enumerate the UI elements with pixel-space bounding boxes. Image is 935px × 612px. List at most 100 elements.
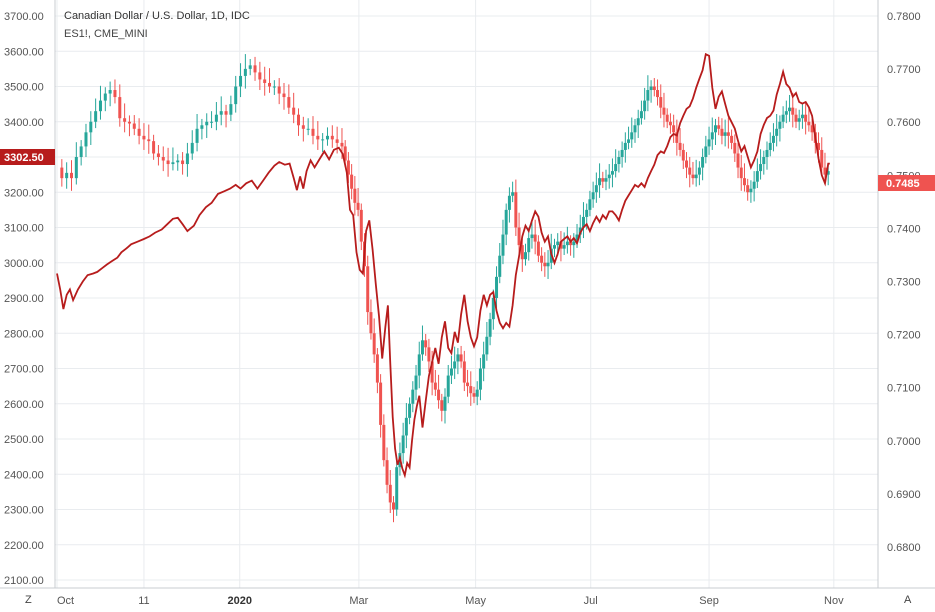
candle-body <box>807 121 811 126</box>
candle-body <box>533 234 537 242</box>
left-tick-label: 2300.00 <box>4 505 44 517</box>
candle-body <box>103 93 107 101</box>
left-price-badge-label: 3302.50 <box>4 152 44 164</box>
candle-body <box>823 167 827 175</box>
left-tick-label: 2900.00 <box>4 293 44 305</box>
candle-body <box>287 97 291 108</box>
candle-body <box>588 199 592 210</box>
auto-scale-label[interactable]: A <box>904 594 912 606</box>
auto-scale-toggle-bg[interactable] <box>897 590 919 608</box>
candle-body <box>366 266 370 313</box>
candle-body <box>132 123 136 129</box>
candle-body <box>733 142 737 154</box>
candle-body <box>565 241 569 246</box>
candle-body <box>478 368 482 390</box>
candle-body <box>507 195 511 210</box>
candle-body <box>581 216 585 228</box>
candle-body <box>459 354 463 362</box>
candle-body <box>353 188 357 203</box>
candle-body <box>161 157 165 161</box>
left-tick-label: 2800.00 <box>4 328 44 340</box>
candle-body <box>556 241 560 246</box>
candle-body <box>113 90 117 98</box>
time-tick-label: Nov <box>824 595 844 607</box>
candle-body <box>672 125 676 133</box>
candle-body <box>372 333 376 355</box>
candle-body <box>391 502 395 510</box>
candle-body <box>485 336 489 355</box>
candle-body <box>335 139 339 143</box>
candle-body <box>79 146 83 157</box>
candle-body <box>765 149 769 157</box>
candlestick-series <box>60 54 830 523</box>
candle-body <box>746 185 750 193</box>
candle-body <box>340 142 344 147</box>
left-tick-label: 3100.00 <box>4 223 44 235</box>
chart-subtitle[interactable]: ES1!, CME_MINI <box>64 28 148 40</box>
candle-body <box>282 93 286 98</box>
candle-body <box>517 227 521 246</box>
time-tick-label: Sep <box>699 595 719 607</box>
left-axis-ticks[interactable]: 3700.003600.003500.003400.003300.003200.… <box>4 11 44 587</box>
candle-body <box>414 375 418 390</box>
chart-title[interactable]: Canadian Dollar / U.S. Dollar, 1D, IDC <box>64 10 250 22</box>
candle-body <box>388 484 392 503</box>
candle-body <box>681 149 685 161</box>
candle-body <box>804 114 808 122</box>
candle-body <box>466 382 470 387</box>
candle-body <box>707 139 711 147</box>
candle-body <box>74 157 78 179</box>
time-axis-ticks[interactable]: Oct 11 2020 Mar May Jul Sep Nov <box>57 595 844 607</box>
candle-body <box>585 209 589 217</box>
candle-body <box>424 340 428 348</box>
candle-body <box>620 149 624 157</box>
candle-body <box>306 128 310 130</box>
candle-body <box>771 135 775 143</box>
candle-body <box>200 125 204 129</box>
candle-body <box>678 142 682 150</box>
right-tick-label: 0.6800 <box>887 542 921 554</box>
candle-body <box>495 276 499 298</box>
candle-body <box>420 340 424 355</box>
candle-body <box>330 135 334 140</box>
candle-body <box>762 157 766 165</box>
candle-body <box>610 171 614 175</box>
candle-body <box>652 86 656 91</box>
candle-body <box>469 386 473 394</box>
candle-body <box>224 111 228 115</box>
log-scale-toggle-bg[interactable] <box>18 590 40 608</box>
candle-body <box>205 121 209 126</box>
candle-body <box>359 209 363 242</box>
candle-body <box>453 361 457 369</box>
right-tick-label: 0.7300 <box>887 277 921 289</box>
auto-scale-toggle[interactable]: A <box>897 590 919 608</box>
candle-body <box>346 160 350 175</box>
candle-body <box>788 107 792 112</box>
zoom-button-label[interactable]: Z <box>25 594 32 606</box>
log-scale-toggle[interactable]: Z <box>18 590 40 608</box>
candle-body <box>536 241 540 256</box>
candle-body <box>562 245 566 249</box>
time-tick-label: May <box>465 595 486 607</box>
left-tick-label: 3600.00 <box>4 46 44 58</box>
candle-body <box>575 234 579 242</box>
candle-body <box>791 107 795 115</box>
candle-body <box>601 178 605 182</box>
left-price-badge-bg <box>0 149 55 165</box>
candle-body <box>775 128 779 136</box>
candle-body <box>730 135 734 143</box>
candle-body <box>325 135 329 140</box>
candle-body <box>810 125 814 133</box>
candle-body <box>552 245 556 249</box>
candle-body <box>443 396 447 411</box>
candle-body <box>643 100 647 112</box>
candle-body <box>379 382 383 425</box>
right-tick-label: 0.7600 <box>887 117 921 129</box>
candle-body <box>720 128 724 136</box>
candle-body <box>630 132 634 140</box>
candle-body <box>219 111 223 115</box>
candle-body <box>404 417 408 436</box>
candle-body <box>214 114 218 122</box>
candle-body <box>268 82 272 87</box>
